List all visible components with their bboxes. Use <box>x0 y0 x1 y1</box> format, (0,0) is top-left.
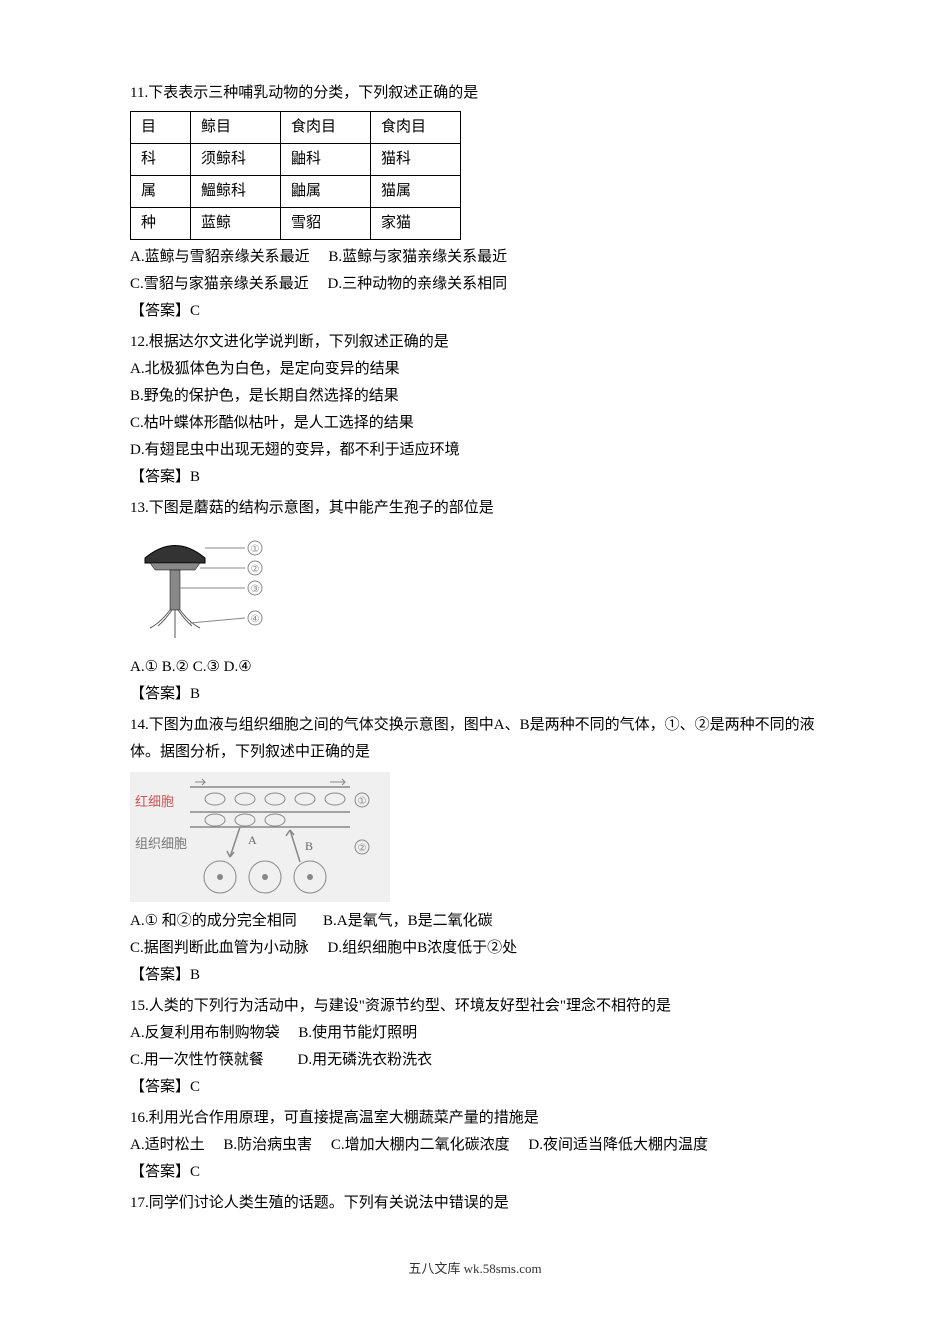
table-cell: 鰮鲸科 <box>191 176 281 208</box>
blood-diagram: A B ① ② 红细胞 组织细胞 <box>130 772 390 902</box>
q14-options: A.① 和②的成分完全相同 B.A是氧气，B是二氧化碳 C.据图判断此血管为小动… <box>130 908 820 962</box>
q14-opt-c: C.据图判断此血管为小动脉 <box>130 940 309 956</box>
q15-text: 15.人类的下列行为活动中，与建设"资源节约型、环境友好型社会"理念不相符的是 <box>130 993 820 1020</box>
table-cell: 猫属 <box>371 176 461 208</box>
q16-opt-c: C.增加大棚内二氧化碳浓度 <box>331 1137 510 1153</box>
svg-text:②: ② <box>358 843 367 854</box>
q15-answer: 【答案】C <box>130 1074 820 1101</box>
q12-opt-b: B.野兔的保护色，是长期自然选择的结果 <box>130 383 820 410</box>
q16-text: 16.利用光合作用原理，可直接提高温室大棚蔬菜产量的措施是 <box>130 1105 820 1132</box>
q11-opt-a: A.蓝鲸与雪貂亲缘关系最近 <box>130 249 310 265</box>
mushroom-svg-icon: ① ② ③ ④ <box>130 528 290 648</box>
svg-text:B: B <box>305 839 313 853</box>
q12-opt-c: C.枯叶蝶体形酷似枯叶，是人工选择的结果 <box>130 410 820 437</box>
q12-opt-a: A.北极狐体色为白色，是定向变异的结果 <box>130 356 820 383</box>
q11-table: 目 鲸目 食肉目 食肉目 科 须鲸科 鼬科 猫科 属 鰮鲸科 鼬属 猫属 种 蓝… <box>130 111 461 240</box>
q12-opt-d: D.有翅昆虫中出现无翅的变异，都不利于适应环境 <box>130 437 820 464</box>
q16-opt-d: D.夜间适当降低大棚内温度 <box>528 1137 708 1153</box>
q16-opt-b: B.防治病虫害 <box>223 1137 312 1153</box>
q15-opt-c: C.用一次性竹筷就餐 <box>130 1052 264 1068</box>
mushroom-diagram: ① ② ③ ④ <box>130 528 290 648</box>
table-cell: 猫科 <box>371 144 461 176</box>
q17-text: 17.同学们讨论人类生殖的话题。下列有关说法中错误的是 <box>130 1190 820 1217</box>
q11-text: 11.下表表示三种哺乳动物的分类，下列叙述正确的是 <box>130 80 820 107</box>
q14-opt-b: B.A是氧气，B是二氧化碳 <box>323 913 493 929</box>
table-cell: 鼬属 <box>281 176 371 208</box>
table-cell: 属 <box>131 176 191 208</box>
table-cell: 鼬科 <box>281 144 371 176</box>
q13-options: A.① B.② C.③ D.④ <box>130 654 820 681</box>
table-cell: 科 <box>131 144 191 176</box>
question-12: 12.根据达尔文进化学说判断，下列叙述正确的是 A.北极狐体色为白色，是定向变异… <box>130 329 820 491</box>
table-cell: 须鲸科 <box>191 144 281 176</box>
label-red-cell: 红细胞 <box>135 790 174 813</box>
q14-text: 14.下图为血液与组织细胞之间的气体交换示意图，图中A、B是两种不同的气体，①、… <box>130 712 820 766</box>
table-cell: 家猫 <box>371 208 461 240</box>
table-cell: 种 <box>131 208 191 240</box>
q12-text: 12.根据达尔文进化学说判断，下列叙述正确的是 <box>130 329 820 356</box>
question-11: 11.下表表示三种哺乳动物的分类，下列叙述正确的是 目 鲸目 食肉目 食肉目 科… <box>130 80 820 325</box>
question-16: 16.利用光合作用原理，可直接提高温室大棚蔬菜产量的措施是 A.适时松土 B.防… <box>130 1105 820 1186</box>
q11-options: A.蓝鲸与雪貂亲缘关系最近 B.蓝鲸与家猫亲缘关系最近 C.雪貂与家猫亲缘关系最… <box>130 244 820 298</box>
q13-text: 13.下图是蘑菇的结构示意图，其中能产生孢子的部位是 <box>130 495 820 522</box>
q14-opt-a: A.① 和②的成分完全相同 <box>130 913 297 929</box>
svg-text:A: A <box>248 833 257 847</box>
table-cell: 鲸目 <box>191 112 281 144</box>
question-13: 13.下图是蘑菇的结构示意图，其中能产生孢子的部位是 ① ② ③ ④ <box>130 495 820 708</box>
table-cell: 食肉目 <box>371 112 461 144</box>
q11-opt-d: D.三种动物的亲缘关系相同 <box>328 276 508 292</box>
q11-opt-c: C.雪貂与家猫亲缘关系最近 <box>130 276 309 292</box>
svg-text:①: ① <box>358 796 367 807</box>
q11-opt-b: B.蓝鲸与家猫亲缘关系最近 <box>328 249 507 265</box>
page-footer: 五八文库 wk.58sms.com <box>130 1257 820 1280</box>
q15-opt-b: B.使用节能灯照明 <box>298 1025 417 1041</box>
q14-opt-d: D.组织细胞中B浓度低于②处 <box>328 940 518 956</box>
q11-answer: 【答案】C <box>130 298 820 325</box>
q13-answer: 【答案】B <box>130 681 820 708</box>
q14-answer: 【答案】B <box>130 962 820 989</box>
table-cell: 蓝鲸 <box>191 208 281 240</box>
question-14: 14.下图为血液与组织细胞之间的气体交换示意图，图中A、B是两种不同的气体，①、… <box>130 712 820 989</box>
svg-text:②: ② <box>251 564 260 575</box>
svg-text:④: ④ <box>251 614 260 625</box>
q16-opt-a: A.适时松土 <box>130 1137 205 1153</box>
question-17: 17.同学们讨论人类生殖的话题。下列有关说法中错误的是 <box>130 1190 820 1217</box>
table-cell: 目 <box>131 112 191 144</box>
q16-answer: 【答案】C <box>130 1159 820 1186</box>
q15-opt-d: D.用无磷洗衣粉洗衣 <box>298 1052 433 1068</box>
question-15: 15.人类的下列行为活动中，与建设"资源节约型、环境友好型社会"理念不相符的是 … <box>130 993 820 1101</box>
table-cell: 食肉目 <box>281 112 371 144</box>
label-tissue-cell: 组织细胞 <box>135 832 187 855</box>
svg-text:③: ③ <box>251 584 260 595</box>
svg-text:①: ① <box>251 544 260 555</box>
q12-answer: 【答案】B <box>130 464 820 491</box>
table-cell: 雪貂 <box>281 208 371 240</box>
q15-opt-a: A.反复利用布制购物袋 <box>130 1025 280 1041</box>
